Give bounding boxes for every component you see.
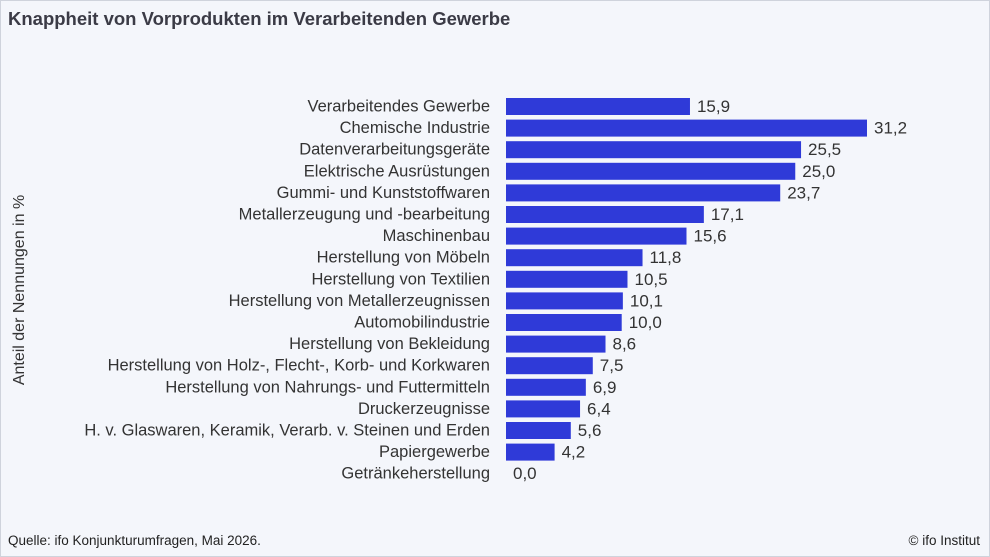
category-label: Gummi- und Kunststoffwaren <box>277 184 490 202</box>
category-label: Elektrische Ausrüstungen <box>304 162 490 180</box>
category-label: Automobilindustrie <box>354 314 490 332</box>
bar <box>506 270 628 288</box>
bar <box>506 227 687 245</box>
category-label: Herstellung von Nahrungs- und Futtermitt… <box>165 378 490 396</box>
value-label: 23,7 <box>787 183 820 202</box>
value-label: 6,4 <box>587 399 611 418</box>
bar <box>506 98 690 115</box>
category-label: Herstellung von Möbeln <box>317 249 490 267</box>
bar <box>506 292 623 310</box>
category-label: Maschinenbau <box>383 227 490 245</box>
value-label: 15,9 <box>697 97 730 116</box>
value-label: 25,0 <box>802 162 835 181</box>
value-label: 10,0 <box>629 313 662 332</box>
category-label: H. v. Glaswaren, Keramik, Verarb. v. Ste… <box>84 422 490 440</box>
bar <box>506 335 606 353</box>
category-label: Herstellung von Bekleidung <box>289 335 490 353</box>
value-label: 10,1 <box>630 291 663 310</box>
copyright-note: © ifo Institut <box>908 533 980 548</box>
bar <box>506 249 643 267</box>
value-label: 4,2 <box>562 443 586 462</box>
bar <box>506 357 593 375</box>
category-label: Herstellung von Textilien <box>311 270 490 288</box>
value-label: 6,9 <box>593 378 617 397</box>
bar <box>506 119 867 137</box>
bar <box>506 184 781 202</box>
chart-title: Knappheit von Vorprodukten im Verarbeite… <box>8 8 511 29</box>
value-label: 25,5 <box>808 140 841 159</box>
bar <box>506 141 802 159</box>
value-label: 31,2 <box>874 119 907 138</box>
category-label: Verarbeitendes Gewerbe <box>307 98 490 116</box>
value-label: 17,1 <box>711 205 744 224</box>
bar <box>506 314 622 331</box>
category-label: Druckerzeugnisse <box>358 400 490 418</box>
bar <box>506 162 796 180</box>
value-label: 11,8 <box>650 248 682 267</box>
value-label: 8,6 <box>613 335 637 354</box>
category-label: Herstellung von Holz-, Flecht-, Korb- un… <box>108 357 490 375</box>
category-label: Chemische Industrie <box>340 119 490 137</box>
bar <box>506 378 586 396</box>
bar <box>506 422 571 439</box>
value-label: 0,0 <box>513 464 537 483</box>
category-label: Herstellung von Metallerzeugnissen <box>229 292 490 310</box>
category-label: Metallerzeugung und -bearbeitung <box>239 206 490 224</box>
value-label: 15,6 <box>694 227 727 246</box>
value-label: 5,6 <box>578 421 602 440</box>
category-label: Getränkeherstellung <box>341 465 490 483</box>
category-label: Datenverarbeitungsgeräte <box>299 141 490 159</box>
bar <box>506 443 555 461</box>
bar <box>506 206 704 223</box>
value-label: 7,5 <box>600 356 624 375</box>
bar <box>506 400 581 418</box>
category-label: Papiergewerbe <box>379 443 490 461</box>
value-label: 10,5 <box>634 270 667 289</box>
source-note: Quelle: ifo Konjunkturumfragen, Mai 2026… <box>8 533 261 548</box>
